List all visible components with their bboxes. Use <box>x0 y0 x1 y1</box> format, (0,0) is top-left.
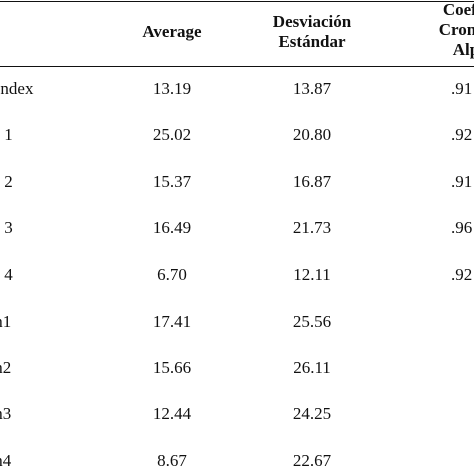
row-average: 13.19 <box>152 79 192 98</box>
table-row: oclivity 1 25.02 20.80 .92 <box>0 123 474 147</box>
row-average: 16.49 <box>152 218 192 237</box>
row-average: 25.02 <box>152 125 192 144</box>
row-alpha: .96 <box>451 218 473 237</box>
header-std-dev-line-2: Estándar <box>278 32 346 51</box>
row-average: 12.44 <box>152 404 192 423</box>
table-row: aluation4 8.67 22.67 <box>0 449 474 473</box>
row-std-dev: 21.73 <box>292 218 332 237</box>
header-alpha-line-2: Cronbe <box>438 20 474 39</box>
row-label: oclivity 4 <box>0 265 13 284</box>
header-alpha-line-3: Alp <box>452 40 474 59</box>
table-row: oclivity 2 15.37 16.87 .91 <box>0 170 474 194</box>
row-label: aluation1 <box>0 312 12 331</box>
top-rule <box>0 1 474 2</box>
row-alpha: .91 <box>451 79 473 98</box>
row-average: 6.70 <box>157 265 187 284</box>
row-label: aluation3 <box>0 404 12 423</box>
row-std-dev: 24.25 <box>292 404 332 423</box>
header-average: Average <box>122 22 222 42</box>
row-std-dev: 16.87 <box>292 172 332 191</box>
row-alpha: .92 <box>451 125 473 144</box>
row-std-dev: 13.87 <box>292 79 332 98</box>
row-average: 8.67 <box>157 451 187 470</box>
row-label: aluation2 <box>0 358 12 377</box>
table-row: oclivity 3 16.49 21.73 .96 <box>0 216 474 240</box>
row-std-dev: 22.67 <box>292 451 332 470</box>
table-row: aluation3 12.44 24.25 <box>0 402 474 426</box>
row-std-dev: 26.11 <box>293 358 331 377</box>
row-alpha: .92 <box>451 265 473 284</box>
header-rule <box>0 66 474 67</box>
row-label: uation Index <box>0 79 34 98</box>
header-alpha: Coefic Cronbe Alp <box>396 0 474 60</box>
row-alpha: .91 <box>451 172 473 191</box>
row-label: oclivity 1 <box>0 125 13 144</box>
row-average: 15.66 <box>152 358 192 377</box>
row-label: oclivity 2 <box>0 172 13 191</box>
header-std-dev: Desviación Estándar <box>250 12 374 52</box>
header-average-text: Average <box>142 22 202 41</box>
header-std-dev-line-1: Desviación <box>272 12 352 31</box>
table-row: oclivity 4 6.70 12.11 .92 <box>0 263 474 287</box>
row-std-dev: 12.11 <box>293 265 331 284</box>
row-label: oclivity 3 <box>0 218 13 237</box>
row-label: aluation4 <box>0 451 12 470</box>
row-average: 15.37 <box>152 172 192 191</box>
table-row: aluation2 15.66 26.11 <box>0 356 474 380</box>
table-row: aluation1 17.41 25.56 <box>0 310 474 334</box>
table-row: uation Index 13.19 13.87 .91 <box>0 77 474 101</box>
header-alpha-line-1: Coefic <box>442 0 474 19</box>
row-average: 17.41 <box>152 312 192 331</box>
row-std-dev: 25.56 <box>292 312 332 331</box>
row-std-dev: 20.80 <box>292 125 332 144</box>
